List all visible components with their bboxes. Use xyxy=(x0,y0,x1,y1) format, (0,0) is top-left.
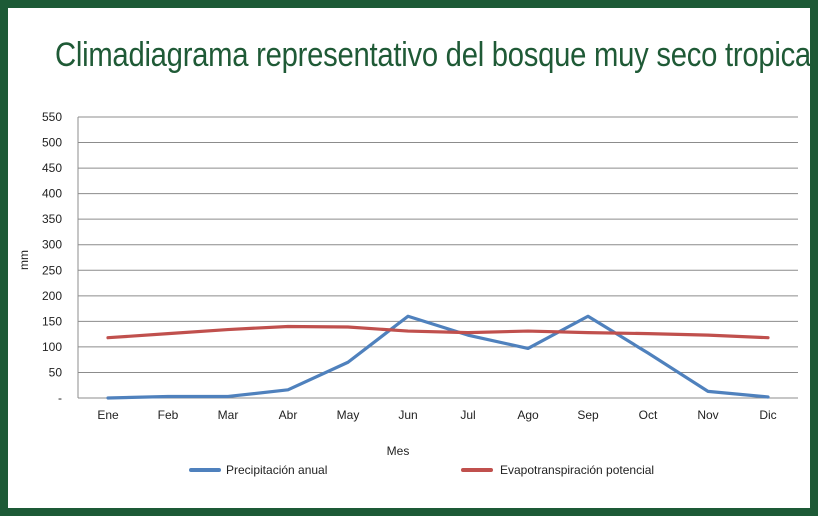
y-tick-label: 350 xyxy=(42,212,62,226)
x-axis-title: Mes xyxy=(387,444,410,458)
x-tick-label: Jul xyxy=(460,408,475,422)
y-tick-label: 450 xyxy=(42,161,62,175)
gridlines xyxy=(77,116,798,399)
y-tick-label: 500 xyxy=(42,136,62,150)
chart-frame: Climadiagrama representativo del bosque … xyxy=(8,8,817,508)
y-tick-label: 300 xyxy=(42,238,62,252)
y-tick-label: 550 xyxy=(42,110,62,124)
y-tick-label: 200 xyxy=(42,289,62,303)
x-tick-label: Mar xyxy=(218,408,239,422)
y-tick-label: - xyxy=(58,391,62,405)
y-axis-title: mm xyxy=(17,250,31,270)
legend: Precipitación anual Evapotranspiración po… xyxy=(189,463,654,477)
x-tick-label: Abr xyxy=(279,408,298,422)
y-tick-label: 50 xyxy=(49,365,63,379)
series-lines xyxy=(106,314,770,400)
x-tick-labels: Ene Feb Mar Abr May Jun Jul Ago Sep Oct Nov Dic xyxy=(97,408,776,422)
x-tick-label: Feb xyxy=(158,408,179,422)
x-tick-label: Sep xyxy=(577,408,599,422)
x-tick-label: May xyxy=(337,408,360,422)
x-tick-label: Oct xyxy=(639,408,658,422)
x-tick-label: Nov xyxy=(697,408,718,422)
chart-title: Climadiagrama representativo del bosque … xyxy=(55,36,818,74)
y-tick-label: 150 xyxy=(42,314,62,328)
y-tick-label: 100 xyxy=(42,340,62,354)
x-tick-label: Jun xyxy=(398,408,417,422)
legend-label: Precipitación anual xyxy=(226,463,327,477)
y-tick-label: 250 xyxy=(42,263,62,277)
x-tick-label: Ago xyxy=(517,408,539,422)
y-tick-label: 400 xyxy=(42,187,62,201)
x-tick-label: Ene xyxy=(97,408,119,422)
y-tick-labels: - 50 100 150 200 250 300 350 400 450 500 550 xyxy=(42,110,62,405)
legend-label: Evapotranspiración potencial xyxy=(500,463,654,477)
line-chart: - 50 100 150 200 250 300 350 400 450 500 550 Ene Feb… xyxy=(17,110,798,477)
series-line-2 xyxy=(106,324,770,340)
x-tick-label: Dic xyxy=(759,408,776,422)
series-line-1 xyxy=(106,314,770,400)
